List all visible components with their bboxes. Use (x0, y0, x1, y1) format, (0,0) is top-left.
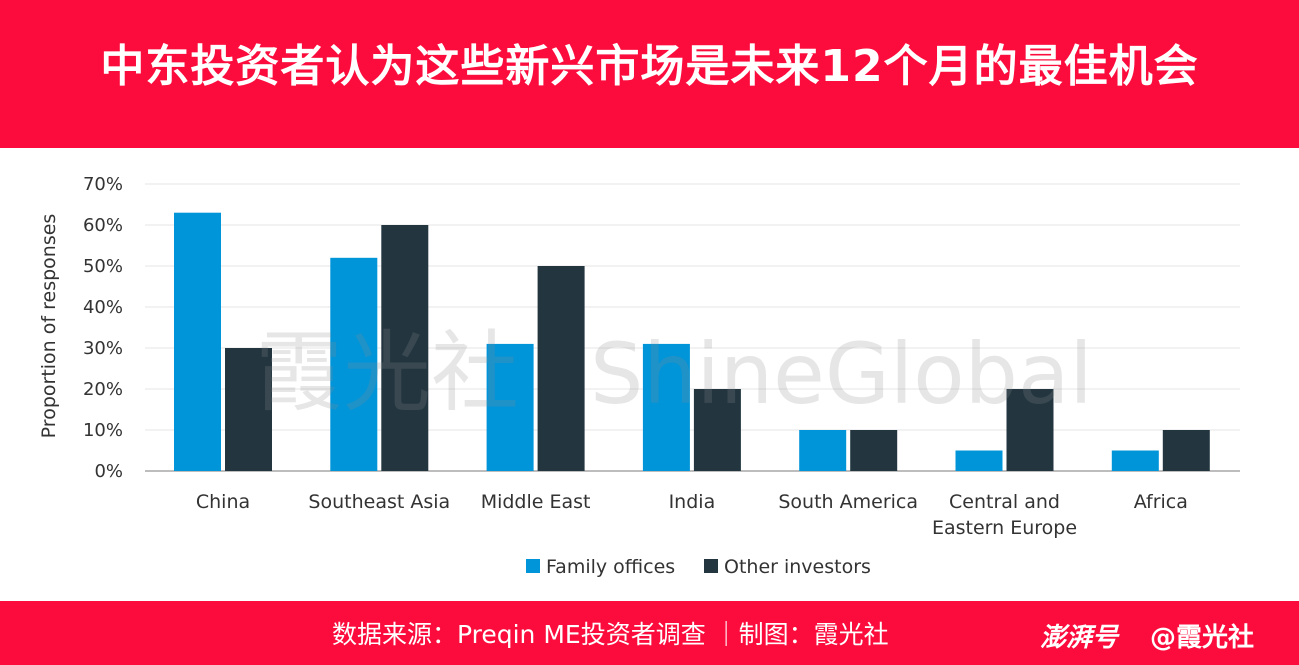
bar-family-offices (1111, 450, 1159, 471)
footer-banner: 数据来源：Preqin ME投资者调查 ｜制图：霞光社 澎湃号 @霞光社 (0, 601, 1299, 665)
bar-family-offices (799, 430, 847, 471)
source-note: 数据来源：Preqin ME投资者调查 ｜制图：霞光社 (332, 620, 889, 649)
y-tick-label: 10% (83, 420, 123, 441)
bar-family-offices (642, 343, 690, 471)
y-tick-label: 30% (83, 338, 123, 359)
bar-other-investors (1162, 430, 1210, 471)
account-handle: @霞光社 (1150, 623, 1255, 653)
bar-chart: 0% 10% 20% 30% 40% 50% 60% 70% Proportion of re… (38, 174, 1240, 578)
y-tick-label: 40% (83, 297, 123, 318)
bar-family-offices (330, 257, 378, 471)
y-tick-label: 20% (83, 379, 123, 400)
gridlines (145, 183, 1240, 472)
bar-other-investors (225, 348, 272, 471)
x-tick-label: Central and (949, 491, 1060, 513)
legend-swatch (526, 559, 540, 573)
watermark-en: ShineGlobal (590, 325, 1093, 423)
bar-other-investors (693, 389, 741, 471)
x-tick-label: Eastern Europe (932, 517, 1077, 539)
x-tick-label: China (196, 491, 250, 513)
x-tick-label: Africa (1134, 491, 1188, 513)
legend-label: Family offices (546, 556, 675, 578)
bar-other-investors (537, 266, 585, 471)
y-tick-label: 70% (83, 174, 123, 195)
x-tick-label: Southeast Asia (308, 491, 450, 513)
watermark-cn: 霞光社 (255, 321, 519, 424)
brand-logo: 澎湃号 (1040, 623, 1119, 653)
x-tick-label: India (669, 491, 716, 513)
page-title: 中东投资者认为这些新兴市场是未来12个月的最佳机会 (100, 41, 1199, 92)
x-tick-label: South America (778, 491, 918, 513)
legend-swatch (704, 559, 718, 573)
header-banner: 中东投资者认为这些新兴市场是未来12个月的最佳机会 (0, 0, 1299, 148)
y-axis-label: Proportion of responses (38, 214, 60, 439)
y-tick-label: 50% (83, 256, 123, 277)
legend-label: Other investors (724, 556, 871, 578)
bar-family-offices (486, 343, 534, 471)
bar-other-investors (381, 225, 429, 471)
bar-other-investors (850, 430, 898, 471)
bar-family-offices (174, 212, 221, 471)
legend: Family offices Other investors (526, 556, 871, 578)
y-tick-label: 60% (83, 215, 123, 236)
y-axis-ticks: 0% 10% 20% 30% 40% 50% 60% 70% (83, 174, 123, 482)
y-tick-label: 0% (94, 461, 123, 482)
x-tick-label: Middle East (481, 491, 591, 513)
bar-family-offices (955, 450, 1003, 471)
chart-area: 0% 10% 20% 30% 40% 50% 60% 70% Proportion of re… (0, 148, 1299, 601)
watermark: 霞光社 ShineGlobal (255, 321, 1093, 424)
bar-other-investors (1006, 389, 1054, 471)
bars (174, 212, 1210, 471)
x-axis-labels: China Southeast Asia Middle East India South… (196, 491, 1188, 539)
